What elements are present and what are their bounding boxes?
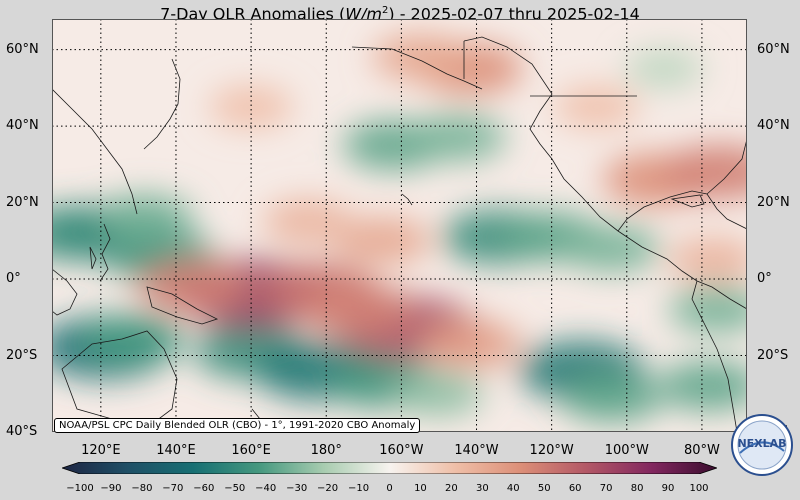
lat-label: 20°S xyxy=(6,347,38,363)
anomaly-blob xyxy=(554,85,639,128)
anomaly-blob xyxy=(563,224,660,272)
anomaly-blob xyxy=(97,194,194,242)
olr-anomaly-map xyxy=(52,19,747,432)
colorbar-tick-label: 90 xyxy=(661,483,675,494)
anomaly-blob xyxy=(658,361,747,411)
nexlab-logo: NEXLAB xyxy=(731,414,793,476)
colorbar-tick-label: −20 xyxy=(317,483,339,494)
coastlines xyxy=(52,36,747,432)
colorbar-tick-label: −60 xyxy=(193,483,215,494)
colorbar-tick-label: 80 xyxy=(630,483,644,494)
lat-label: 20°N xyxy=(6,194,39,210)
colorbar-tick-label: −70 xyxy=(162,483,184,494)
colorbar-tick-label: 50 xyxy=(537,483,551,494)
colorbar-tick-label: 20 xyxy=(445,483,458,494)
lat-label: 20°N xyxy=(757,194,790,210)
lon-label: 140°W xyxy=(454,443,499,458)
colorbar-tick-label: 10 xyxy=(414,483,427,494)
lon-label: 180° xyxy=(310,443,342,458)
colorbar-tick-label: −90 xyxy=(100,483,122,494)
colorbar-tick-label: −100 xyxy=(66,483,94,494)
lat-label: 40°N xyxy=(6,118,39,134)
data-credit: NOAA/PSL CPC Daily Blended OLR (CBO) - 1… xyxy=(54,418,421,433)
svg-text:NEXLAB: NEXLAB xyxy=(737,437,786,450)
lon-label: 100°W xyxy=(604,443,649,458)
colorbar-tick-label: −30 xyxy=(286,483,308,494)
lat-label: 0° xyxy=(6,271,21,287)
lat-label: 20°S xyxy=(757,347,789,363)
colorbar-tick-label: 70 xyxy=(599,483,613,494)
lat-label: 40°N xyxy=(757,118,790,134)
lon-label: 120°E xyxy=(81,443,121,458)
colorbar-gradient xyxy=(62,462,717,474)
anomaly-blob xyxy=(409,114,506,162)
lon-label: 140°E xyxy=(156,443,196,458)
lat-label: 60°N xyxy=(6,41,39,57)
colorbar-tick-label: −40 xyxy=(255,483,277,494)
colorbar-tick-label: −50 xyxy=(224,483,246,494)
lat-label: 0° xyxy=(757,271,772,287)
lon-label: 120°W xyxy=(529,443,574,458)
anomaly-blob xyxy=(209,85,294,128)
anomaly-blob xyxy=(137,259,252,314)
gridlines xyxy=(52,19,747,432)
colorbar-tick-label: 40 xyxy=(506,483,520,494)
colorbar-tick-label: 100 xyxy=(689,483,709,494)
anomaly-blob xyxy=(299,282,414,337)
anomaly-blob xyxy=(668,286,747,334)
anomaly-field xyxy=(52,33,747,423)
lon-label: 80°W xyxy=(683,443,720,458)
lat-label: 60°N xyxy=(757,41,790,57)
lon-label: 160°E xyxy=(231,443,271,458)
colorbar-tick-label: 0 xyxy=(386,483,393,494)
anomaly-blob xyxy=(668,237,747,283)
anomaly-blob xyxy=(663,144,747,200)
colorbar-tick-label: 30 xyxy=(475,483,489,494)
anomaly-blob xyxy=(262,199,353,244)
colorbar-tick-label: 60 xyxy=(568,483,582,494)
anomaly-blob xyxy=(334,217,431,265)
anomaly-blob xyxy=(393,371,484,417)
anomaly-blob xyxy=(76,314,185,367)
map-title: 7-Day OLR Anomalies (W/m2) - 2025-02-07 … xyxy=(160,4,640,24)
anomaly-blob xyxy=(560,372,663,423)
anomaly-blob xyxy=(625,48,704,89)
colorbar-tick-label: −80 xyxy=(131,483,153,494)
lat-label: 40°S xyxy=(6,424,38,439)
anomaly-blob xyxy=(372,33,469,81)
anomaly-blob xyxy=(418,319,520,369)
colorbar xyxy=(62,462,717,474)
lon-label: 160°W xyxy=(379,443,424,458)
colorbar-tick-label: −10 xyxy=(347,483,370,494)
